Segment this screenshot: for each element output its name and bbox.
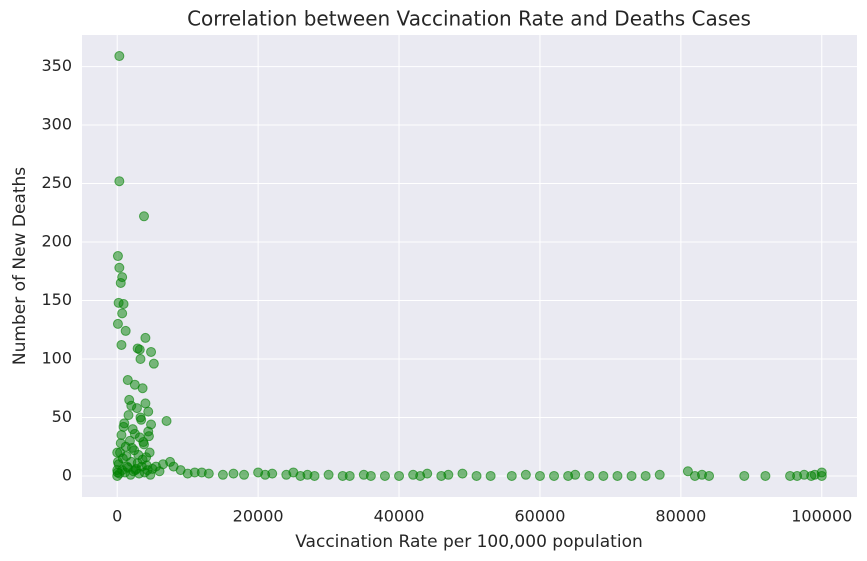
- x-tick-label: 20000: [233, 507, 284, 526]
- point: [114, 51, 125, 62]
- point: [457, 468, 468, 479]
- point: [654, 469, 665, 480]
- point: [146, 346, 157, 357]
- point: [570, 469, 581, 480]
- point: [816, 470, 827, 481]
- y-tick-label: 350: [41, 56, 72, 75]
- point: [485, 470, 496, 481]
- x-tick-label: 60000: [515, 507, 566, 526]
- point: [134, 344, 145, 355]
- point: [124, 394, 135, 405]
- point: [640, 470, 651, 481]
- point: [112, 467, 123, 478]
- point: [112, 318, 123, 329]
- x-tick-label: 0: [112, 507, 122, 526]
- point: [112, 251, 123, 262]
- x-tick-label: 80000: [655, 507, 706, 526]
- y-axis-label: Number of New Deaths: [10, 167, 30, 365]
- point: [549, 470, 560, 481]
- point: [228, 468, 239, 479]
- point: [132, 458, 143, 469]
- point: [139, 211, 149, 222]
- point: [129, 428, 140, 439]
- point: [123, 410, 134, 421]
- point: [309, 470, 320, 481]
- point: [760, 470, 771, 481]
- point: [116, 430, 127, 441]
- point: [739, 470, 750, 481]
- point: [239, 469, 250, 480]
- point: [203, 468, 214, 479]
- y-tick-label: 300: [41, 115, 72, 134]
- point: [118, 421, 129, 432]
- point: [365, 470, 376, 481]
- point: [118, 299, 129, 310]
- point: [121, 451, 132, 462]
- point: [394, 470, 405, 481]
- x-tick-label: 100000: [791, 507, 852, 526]
- point: [682, 466, 693, 477]
- point: [114, 176, 125, 187]
- chart-title: Correlation between Vaccination Rate and…: [187, 7, 751, 31]
- point: [120, 325, 131, 336]
- y-tick-label: 0: [62, 465, 72, 484]
- point: [131, 403, 142, 414]
- y-tick-label: 100: [41, 348, 72, 367]
- point: [112, 456, 123, 467]
- point: [323, 469, 334, 480]
- point: [217, 469, 228, 480]
- point: [443, 469, 454, 480]
- point: [135, 412, 146, 423]
- point: [161, 415, 172, 426]
- point: [267, 468, 278, 479]
- plot-area: [82, 35, 857, 497]
- x-tick-label: 40000: [374, 507, 425, 526]
- point: [584, 470, 595, 481]
- y-tick-label: 150: [41, 290, 72, 309]
- point: [471, 470, 482, 481]
- point: [598, 470, 609, 481]
- point: [135, 353, 146, 364]
- point: [146, 419, 157, 430]
- point: [626, 470, 637, 481]
- point: [422, 468, 433, 479]
- x-axis-label: Vaccination Rate per 100,000 population: [295, 532, 643, 552]
- point: [534, 470, 545, 481]
- point: [137, 383, 148, 394]
- point: [143, 406, 154, 417]
- point: [344, 470, 355, 481]
- point: [612, 470, 623, 481]
- y-tick-label: 50: [52, 407, 72, 426]
- point: [145, 469, 156, 480]
- point: [115, 277, 126, 288]
- y-tick-label: 250: [41, 173, 72, 192]
- point: [127, 442, 138, 453]
- point: [122, 375, 133, 386]
- y-tick-label: 200: [41, 232, 72, 251]
- point: [520, 469, 531, 480]
- point: [114, 262, 125, 273]
- point: [116, 339, 127, 350]
- point: [506, 470, 517, 481]
- point: [704, 470, 715, 481]
- point: [148, 358, 159, 369]
- point: [117, 308, 128, 319]
- point: [115, 438, 126, 449]
- point: [143, 431, 154, 442]
- point: [112, 447, 123, 458]
- point: [140, 398, 151, 409]
- point: [140, 332, 151, 343]
- point: [141, 452, 152, 463]
- point: [379, 470, 390, 481]
